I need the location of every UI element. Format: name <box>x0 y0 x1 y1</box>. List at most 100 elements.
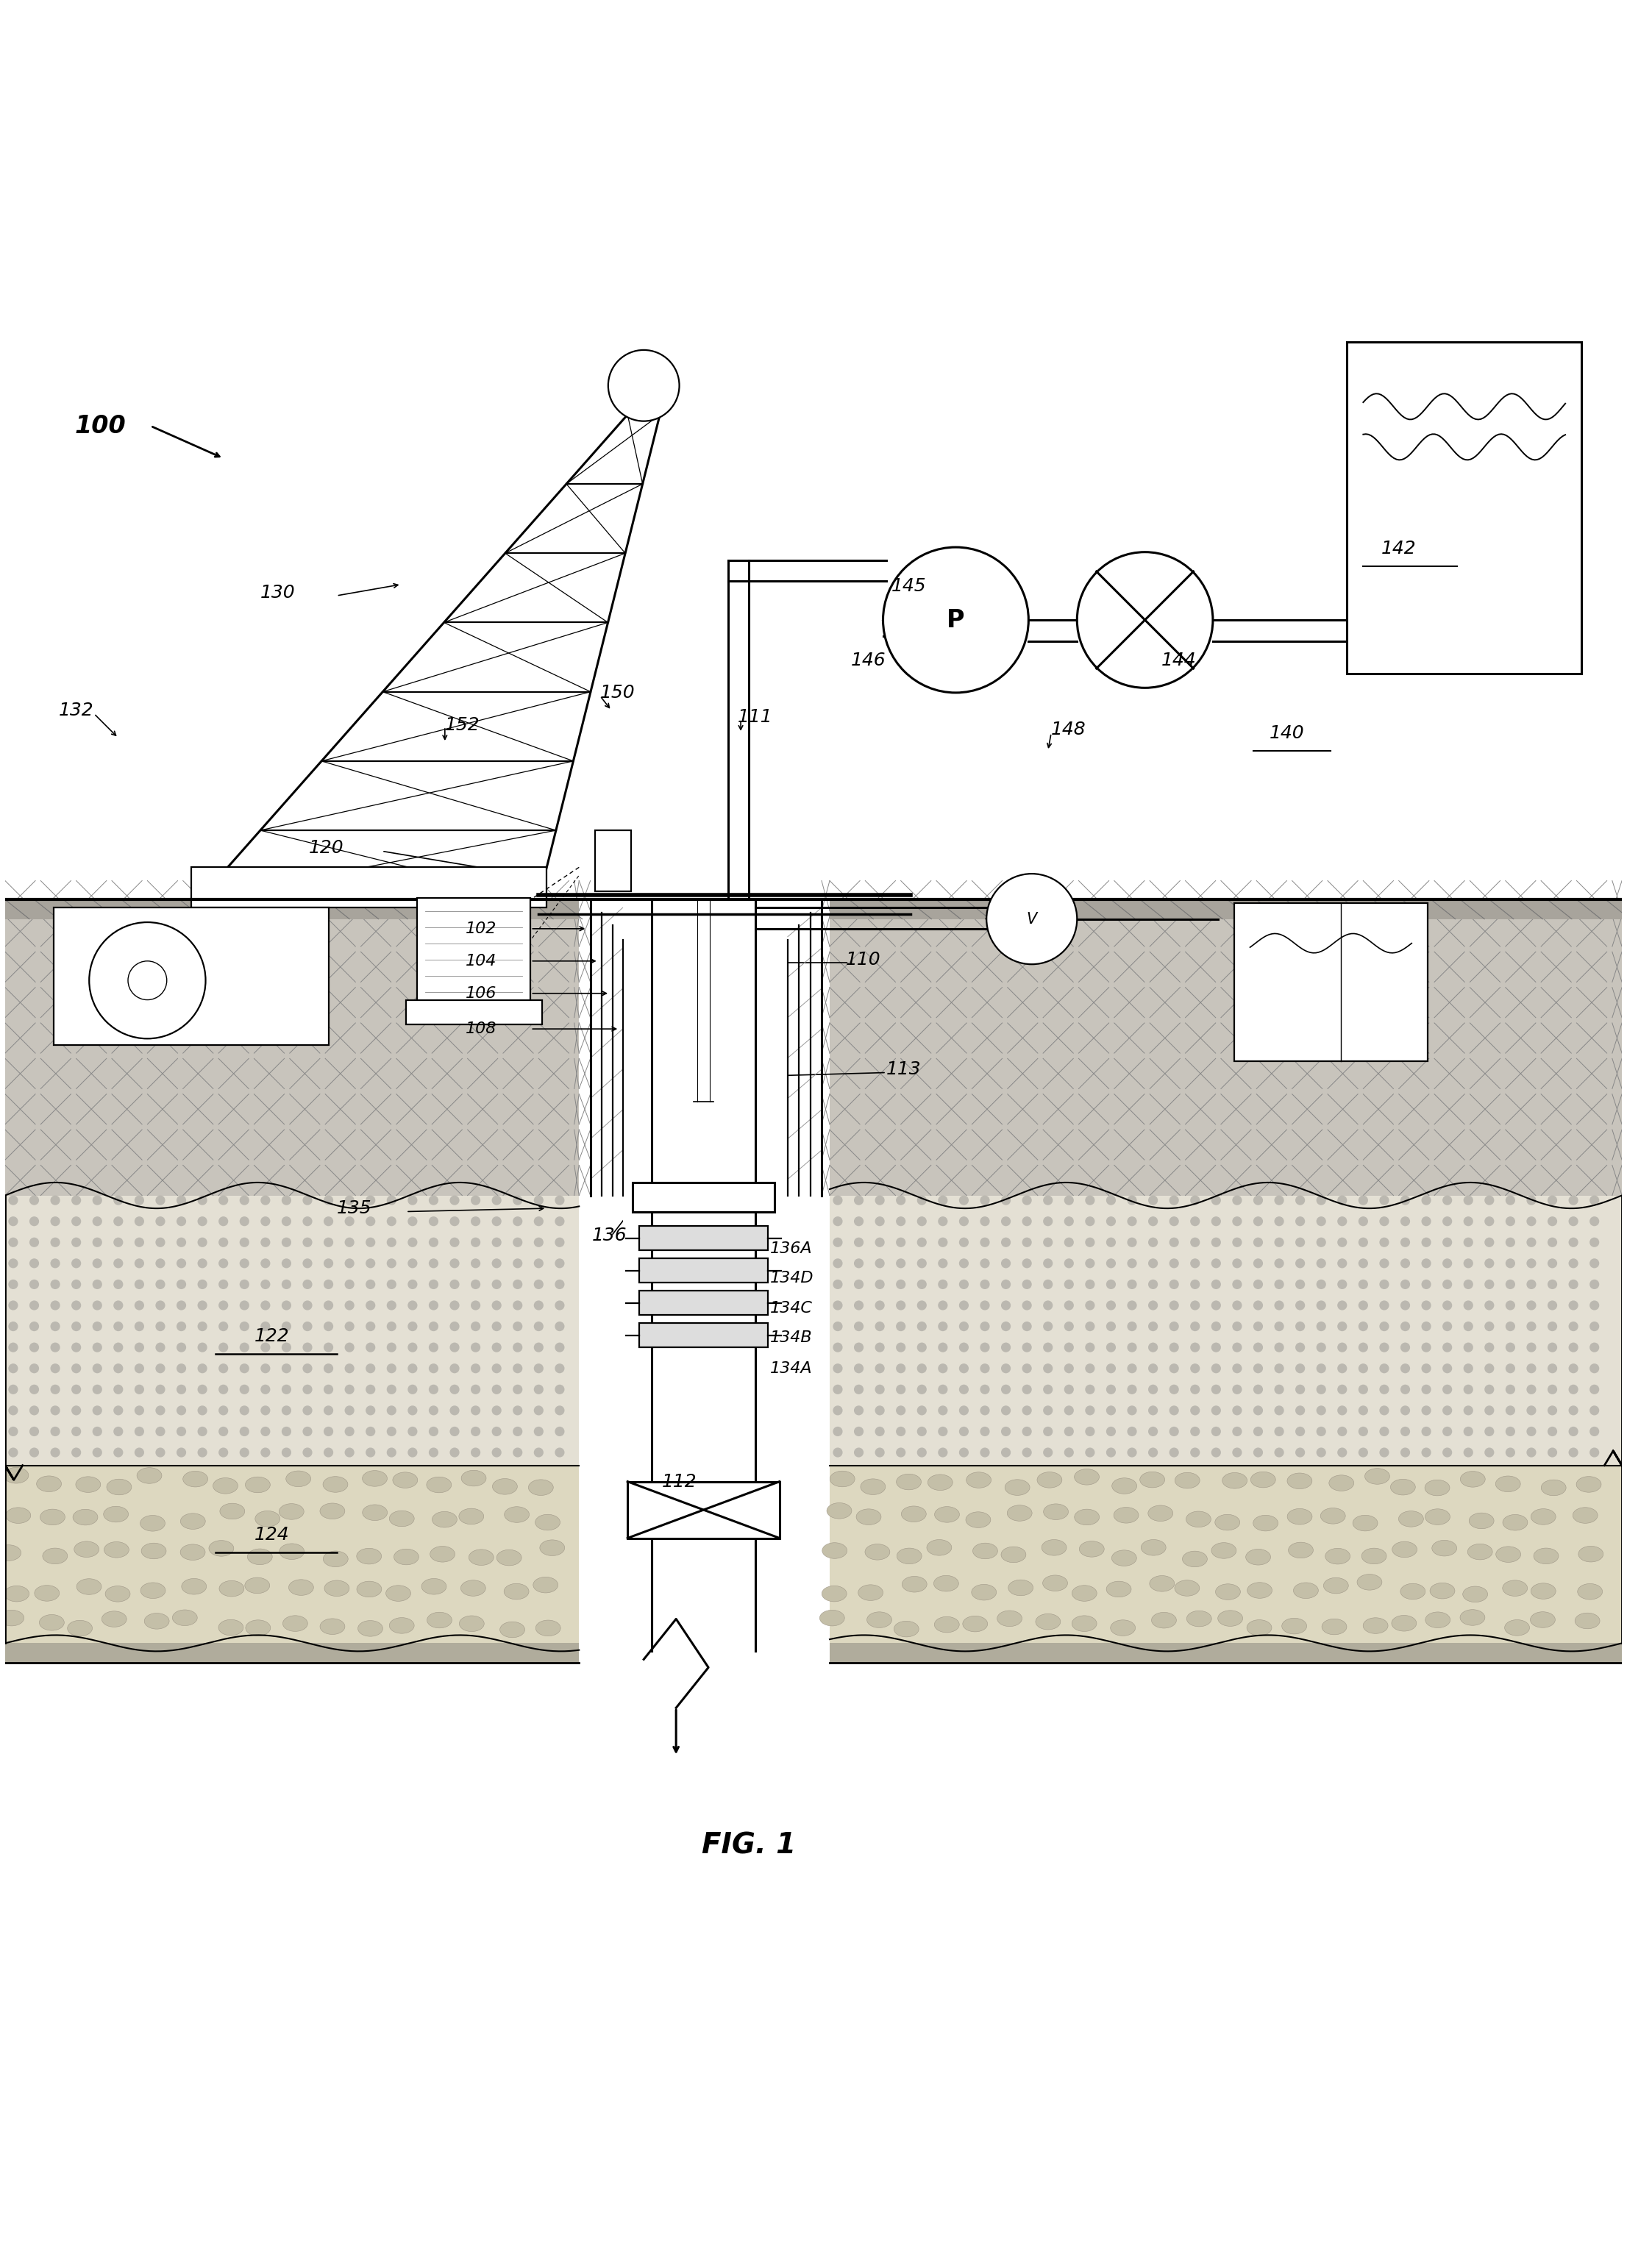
Ellipse shape <box>34 1585 59 1601</box>
Circle shape <box>1484 1322 1494 1331</box>
Circle shape <box>197 1322 207 1331</box>
Circle shape <box>833 1406 843 1415</box>
Circle shape <box>1253 1447 1263 1458</box>
Circle shape <box>979 1238 989 1247</box>
Circle shape <box>449 1259 459 1268</box>
Circle shape <box>29 1447 39 1458</box>
Ellipse shape <box>1468 1545 1492 1560</box>
Circle shape <box>1422 1238 1432 1247</box>
Circle shape <box>854 1383 864 1395</box>
Ellipse shape <box>137 1467 161 1483</box>
Circle shape <box>1568 1406 1578 1415</box>
Circle shape <box>1316 1279 1326 1288</box>
Circle shape <box>8 1447 18 1458</box>
Ellipse shape <box>3 1467 29 1483</box>
Circle shape <box>918 1195 927 1204</box>
Ellipse shape <box>997 1610 1022 1626</box>
Circle shape <box>1001 1216 1010 1227</box>
Circle shape <box>958 1363 968 1372</box>
Circle shape <box>1484 1300 1494 1311</box>
Circle shape <box>93 1195 103 1204</box>
Circle shape <box>854 1238 864 1247</box>
Circle shape <box>979 1447 989 1458</box>
Circle shape <box>303 1279 312 1288</box>
Circle shape <box>1380 1447 1389 1458</box>
Circle shape <box>958 1447 968 1458</box>
Circle shape <box>1463 1238 1472 1247</box>
Circle shape <box>854 1300 864 1311</box>
Circle shape <box>875 1322 885 1331</box>
Bar <box>830 1644 1622 1662</box>
Circle shape <box>555 1363 565 1372</box>
Circle shape <box>387 1216 397 1227</box>
Circle shape <box>1043 1300 1053 1311</box>
Circle shape <box>875 1195 885 1204</box>
Circle shape <box>303 1343 312 1352</box>
Circle shape <box>449 1363 459 1372</box>
Bar <box>639 1322 768 1347</box>
Circle shape <box>555 1383 565 1395</box>
Circle shape <box>1043 1447 1053 1458</box>
Circle shape <box>1085 1322 1095 1331</box>
Circle shape <box>449 1216 459 1227</box>
Circle shape <box>470 1447 480 1458</box>
Circle shape <box>197 1216 207 1227</box>
Circle shape <box>1043 1427 1053 1436</box>
Circle shape <box>1401 1216 1411 1227</box>
Circle shape <box>470 1300 480 1311</box>
Circle shape <box>1022 1259 1032 1268</box>
Circle shape <box>1337 1322 1347 1331</box>
Circle shape <box>875 1259 885 1268</box>
Circle shape <box>939 1259 947 1268</box>
Circle shape <box>1295 1363 1305 1372</box>
Circle shape <box>303 1216 312 1227</box>
Circle shape <box>854 1447 864 1458</box>
Ellipse shape <box>459 1615 485 1631</box>
Circle shape <box>366 1259 376 1268</box>
Circle shape <box>1274 1322 1284 1331</box>
Circle shape <box>1253 1238 1263 1247</box>
Circle shape <box>1380 1363 1389 1372</box>
Ellipse shape <box>973 1542 997 1558</box>
Circle shape <box>1149 1343 1158 1352</box>
Circle shape <box>1232 1216 1241 1227</box>
Circle shape <box>239 1363 249 1372</box>
Ellipse shape <box>1074 1470 1100 1486</box>
Text: V: V <box>1027 912 1036 925</box>
Circle shape <box>239 1383 249 1395</box>
Circle shape <box>1149 1322 1158 1331</box>
Circle shape <box>1253 1259 1263 1268</box>
Circle shape <box>1380 1216 1389 1227</box>
Circle shape <box>1359 1427 1368 1436</box>
Circle shape <box>1463 1363 1472 1372</box>
Circle shape <box>1526 1195 1536 1204</box>
Circle shape <box>114 1195 124 1204</box>
Circle shape <box>366 1216 376 1227</box>
Circle shape <box>449 1322 459 1331</box>
Circle shape <box>1380 1322 1389 1331</box>
Ellipse shape <box>36 1476 62 1492</box>
Ellipse shape <box>1326 1549 1350 1565</box>
Circle shape <box>72 1259 81 1268</box>
Circle shape <box>29 1322 39 1331</box>
Circle shape <box>555 1216 565 1227</box>
Circle shape <box>135 1383 145 1395</box>
Circle shape <box>93 1447 103 1458</box>
Ellipse shape <box>1041 1540 1067 1556</box>
Circle shape <box>1295 1383 1305 1395</box>
Circle shape <box>345 1383 355 1395</box>
Ellipse shape <box>1393 1542 1417 1558</box>
Circle shape <box>918 1363 927 1372</box>
Circle shape <box>939 1427 947 1436</box>
Text: P: P <box>947 608 965 633</box>
Circle shape <box>1316 1195 1326 1204</box>
Circle shape <box>1359 1195 1368 1204</box>
Circle shape <box>555 1343 565 1352</box>
Circle shape <box>93 1427 103 1436</box>
Circle shape <box>1401 1363 1411 1372</box>
Circle shape <box>1210 1383 1220 1395</box>
Circle shape <box>1359 1383 1368 1395</box>
Circle shape <box>1316 1447 1326 1458</box>
Circle shape <box>1337 1447 1347 1458</box>
Ellipse shape <box>1215 1583 1240 1599</box>
